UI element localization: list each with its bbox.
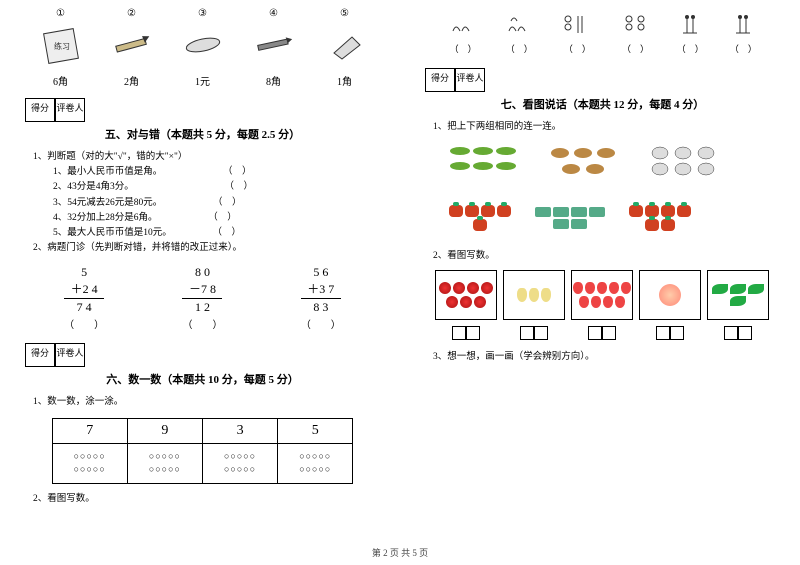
item-3: ③ 1元 [179, 8, 227, 88]
item-5: ⑤ 1角 [321, 8, 369, 88]
item-price: 2角 [124, 73, 139, 88]
math-problem: 5 6 ＋3 7 8 3 （ ） [301, 264, 341, 332]
q1-item: 2、43分是4角3分。（ ） [53, 180, 380, 195]
item-number: ③ [198, 8, 207, 19]
count-header: 3 [203, 418, 278, 443]
score-label: 得分 [25, 343, 55, 367]
answer-box [571, 326, 633, 340]
connect-bottom-row [445, 199, 760, 239]
right-column: （ ） （ ） （ ） （ ） （ ） （ ） [400, 0, 800, 540]
q2-head: 2、病题门诊（先判断对错，并将错的改正过来）。 [33, 241, 380, 256]
section-5-title: 五、对与错（本题共 5 分，每题 2.5 分） [25, 126, 380, 142]
answer-box [435, 326, 497, 340]
shape-item: （ ） [448, 11, 478, 55]
score-label: 得分 [25, 98, 55, 122]
peach-box-icon [639, 270, 701, 320]
q7-1: 1、把上下两组相同的连一连。 [433, 120, 780, 135]
eraser-icon [321, 21, 369, 69]
count-table: 7 9 3 5 ○○○○○○○○○○ ○○○○○○○○○○ ○○○○○○○○○○… [52, 418, 354, 484]
item-price: 6角 [53, 73, 68, 88]
pen-icon [250, 21, 298, 69]
item-price: 8角 [266, 73, 281, 88]
item-price: 1元 [195, 73, 210, 88]
item-1: ① 练习 6角 [37, 8, 85, 88]
q6-2: 2、看图写数。 [33, 492, 380, 507]
item-number: ⑤ [340, 8, 349, 19]
shape-item: （ ） [560, 11, 594, 55]
shape-item: （ ） [504, 11, 534, 55]
shape-item: （ ） [677, 11, 704, 55]
count-header: 9 [127, 418, 202, 443]
ruler-icon [179, 21, 227, 69]
pencil-icon [108, 21, 156, 69]
circle-cell: ○○○○○○○○○○ [127, 443, 202, 483]
answer-box [503, 326, 565, 340]
page-footer: 第 2 页 共 5 页 [0, 546, 800, 559]
notebook-icon: 练习 [37, 21, 85, 69]
circle-cell: ○○○○○○○○○○ [52, 443, 127, 483]
chickens-group-icon [645, 141, 725, 181]
answer-box [639, 326, 701, 340]
section-7-title: 七、看图说话（本题共 12 分，每题 4 分） [425, 96, 780, 112]
apple-box-icon [435, 270, 497, 320]
grader-label: 评卷人 [55, 98, 85, 122]
item-price: 1角 [337, 73, 352, 88]
q7-2: 2、看图写数。 [433, 249, 780, 264]
score-box-7: 得分 评卷人 [425, 68, 780, 92]
grader-label: 评卷人 [55, 343, 85, 367]
tomato-group-icon [625, 199, 695, 237]
strawberry-box-icon [571, 270, 633, 320]
score-box-5: 得分 评卷人 [25, 98, 380, 122]
q1-item: 3、54元减去26元是80元。（ ） [53, 196, 380, 211]
score-label: 得分 [425, 68, 455, 92]
connect-top-row [445, 141, 760, 181]
q1-item: 5、最大人民币币值是10元。（ ） [53, 226, 380, 241]
answer-boxes-row [435, 326, 770, 340]
ducks-group-icon [545, 141, 625, 181]
q1-head: 1、判断题（对的大"√"，错的大"×"） [33, 150, 380, 165]
circle-cell: ○○○○○○○○○○ [203, 443, 278, 483]
q7-3: 3、想一想，画一画（学会辨别方向）。 [433, 350, 780, 365]
grader-label: 评卷人 [455, 68, 485, 92]
svg-text:练习: 练习 [54, 41, 70, 51]
tomato-group-icon [445, 199, 515, 237]
watermelon-box-icon [707, 270, 769, 320]
price-items-row: ① 练习 6角 ② 2角 ③ 1元 ④ [25, 8, 380, 88]
write-number-row [435, 270, 770, 320]
item-number: ① [56, 8, 65, 19]
score-box-6: 得分 评卷人 [25, 343, 380, 367]
math-problem: 5 ＋2 4 7 4 （ ） [64, 264, 104, 332]
math-problems-row: 5 ＋2 4 7 4 （ ） 8 0 －7 8 1 2 （ ） 5 6 ＋3 7… [25, 264, 380, 332]
q6-1: 1、数一数，涂一涂。 [33, 395, 380, 410]
item-4: ④ 8角 [250, 8, 298, 88]
section-6-title: 六、数一数（本题共 10 分，每题 5 分） [25, 371, 380, 387]
fish-group-icon [445, 141, 525, 181]
left-column: ① 练习 6角 ② 2角 ③ 1元 ④ [0, 0, 400, 540]
q1-item: 1、最小人民币币值是角。（ ） [53, 165, 380, 180]
top-shapes-row: （ ） （ ） （ ） （ ） （ ） （ ） [425, 8, 780, 58]
math-problem: 8 0 －7 8 1 2 （ ） [182, 264, 222, 332]
pear-box-icon [503, 270, 565, 320]
circle-cell: ○○○○○○○○○○ [278, 443, 353, 483]
shape-item: （ ） [621, 11, 651, 55]
answer-box [707, 326, 769, 340]
item-number: ④ [269, 8, 278, 19]
money-group-icon [535, 199, 605, 237]
q1-item: 4、32分加上28分是6角。（ ） [53, 211, 380, 226]
shape-item: （ ） [730, 11, 757, 55]
item-2: ② 2角 [108, 8, 156, 88]
count-header: 7 [52, 418, 127, 443]
count-header: 5 [278, 418, 353, 443]
item-number: ② [127, 8, 136, 19]
